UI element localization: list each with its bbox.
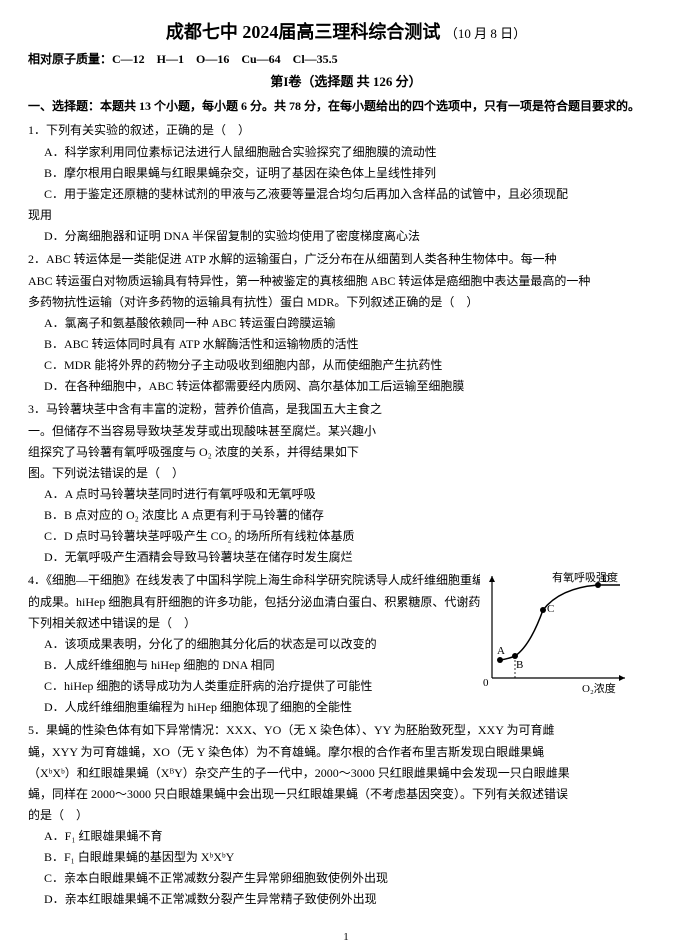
q2-option-c: C．MDR 能将外界的药物分子主动吸收到细胞内部，从而使细胞产生抗药性: [28, 355, 664, 376]
q1-option-c2: 现用: [28, 205, 664, 226]
q5-option-b: B．F₁ 白眼雌果蝇的基因型为 XᵇXᵇY: [28, 847, 664, 868]
chart-point-c: C: [547, 603, 554, 615]
page-number: 1: [343, 931, 349, 943]
q2-stem1: 2．ABC 转运体是一类能促进 ATP 水解的运输蛋白，广泛分布在从细菌到人类各…: [28, 249, 664, 270]
q1-option-a: A．科学家利用同位素标记法进行人鼠细胞融合实验探究了细胞膜的流动性: [28, 142, 664, 163]
chart-point-b: B: [516, 659, 523, 671]
page-title: 成都七中 2024届高三理科综合测试 （10 月 8 日）: [28, 18, 664, 44]
chart-ylabel: 有氧呼吸强度: [552, 570, 618, 584]
title-date: （10 月 8 日）: [445, 26, 526, 41]
q5-option-c: C．亲本白眼雌果蝇不正常减数分裂产生异常卵细胞致使例外出现: [28, 868, 664, 889]
question-5: 5．果蝇的性染色体有如下异常情况：XXX、YO（无 X 染色体）、YY 为胚胎致…: [28, 720, 664, 910]
q3-option-c: C．D 点时马铃薯块茎呼吸产生 CO₂ 的场所所有线粒体基质: [28, 526, 498, 547]
q5-option-d: D．亲本红眼雄果蝇不正常减数分裂产生异常精子致使例外出现: [28, 889, 664, 910]
q5-stem1: 5．果蝇的性染色体有如下异常情况：XXX、YO（无 X 染色体）、YY 为胚胎致…: [28, 720, 664, 741]
q1-option-b: B．摩尔根用白眼果蝇与红眼果蝇杂交，证明了基因在染色体上呈线性排列: [28, 163, 664, 184]
atomic-mass-line: 相对原子质量：C—12 H—1 O—16 Cu—64 Cl—35.5: [28, 50, 664, 67]
q5-stem4: 蝇，同样在 2000～3000 只白眼雄果蝇中会出现一只红眼雄果蝇（不考虑基因突…: [28, 784, 664, 805]
q3-stem2: 一。但储存不当容易导致块茎发芽或出现酸味甚至腐烂。某兴趣小: [28, 421, 498, 442]
q3-option-a: A．A 点时马铃薯块茎同时进行有氧呼吸和无氧呼吸: [28, 484, 498, 505]
instruction: 一、选择题：本题共 13 个小题，每小题 6 分。共 78 分，在每小题给出的四…: [28, 96, 664, 116]
q5-stem5: 的是（ ）: [28, 805, 664, 826]
q5-stem3: （XᵇXᵇ）和红眼雄果蝇（XᴮY）杂交产生的子一代中，2000～3000 只红眼…: [28, 763, 664, 784]
section-header: 第I卷（选择题 共 126 分）: [28, 71, 664, 90]
respiration-chart: A B C D 0 有氧呼吸强度 O₂浓度: [480, 568, 632, 698]
chart-xlabel: O₂浓度: [582, 681, 616, 695]
question-2: 2．ABC 转运体是一类能促进 ATP 水解的运输蛋白，广泛分布在从细菌到人类各…: [28, 249, 664, 397]
q1-stem: 1．下列有关实验的叙述，正确的是（ ）: [28, 120, 664, 141]
q2-option-d: D．在各种细胞中，ABC 转运体都需要经内质网、高尔基体加工后运输至细胞膜: [28, 376, 664, 397]
q3-option-d: D．无氧呼吸产生酒精会导致马铃薯块茎在储存时发生腐烂: [28, 547, 664, 568]
q5-option-a: A．F₁ 红眼雄果蝇不育: [28, 826, 664, 847]
q3-option-b: B．B 点对应的 O₂ 浓度比 A 点更有利于马铃薯的储存: [28, 505, 498, 526]
q4-option-d: D．人成纤维细胞重编程为 hiHep 细胞体现了细胞的全能性: [28, 697, 664, 718]
q2-option-b: B．ABC 转运体同时具有 ATP 水解酶活性和运输物质的活性: [28, 334, 664, 355]
q2-option-a: A．氯离子和氨基酸依赖同一种 ABC 转运蛋白跨膜运输: [28, 313, 664, 334]
q3-stem4: 图。下列说法错误的是（ ）: [28, 463, 498, 484]
q2-stem2: ABC 转运蛋白对物质运输具有特异性，第一种被鉴定的真核细胞 ABC 转运体是癌…: [28, 271, 664, 292]
q1-option-d: D．分离细胞器和证明 DNA 半保留复制的实验均使用了密度梯度离心法: [28, 226, 664, 247]
chart-point-a: A: [497, 645, 505, 657]
q1-option-c: C．用于鉴定还原糖的斐林试剂的甲液与乙液要等量混合均匀后再加入含样品的试管中，且…: [28, 184, 664, 205]
question-3: 3．马铃薯块茎中含有丰富的淀粉，营养价值高，是我国五大主食之 一。但储存不当容易…: [28, 399, 664, 568]
question-1: 1．下列有关实验的叙述，正确的是（ ） A．科学家利用同位素标记法进行人鼠细胞融…: [28, 120, 664, 247]
title-main: 成都七中 2024届高三理科综合测试: [166, 22, 441, 42]
q5-stem2: 蝇，XYY 为可育雄蝇，XO（无 Y 染色体）为不育雄蝇。摩尔根的合作者布里吉斯…: [28, 742, 664, 763]
svg-text:0: 0: [483, 677, 489, 689]
q3-stem1: 3．马铃薯块茎中含有丰富的淀粉，营养价值高，是我国五大主食之: [28, 399, 498, 420]
q2-stem3: 多药物抗性运输（对许多药物的运输具有抗性）蛋白 MDR。下列叙述正确的是（ ）: [28, 292, 664, 313]
q3-stem3: 组探究了马铃薯有氧呼吸强度与 O₂ 浓度的关系，并得结果如下: [28, 442, 498, 463]
